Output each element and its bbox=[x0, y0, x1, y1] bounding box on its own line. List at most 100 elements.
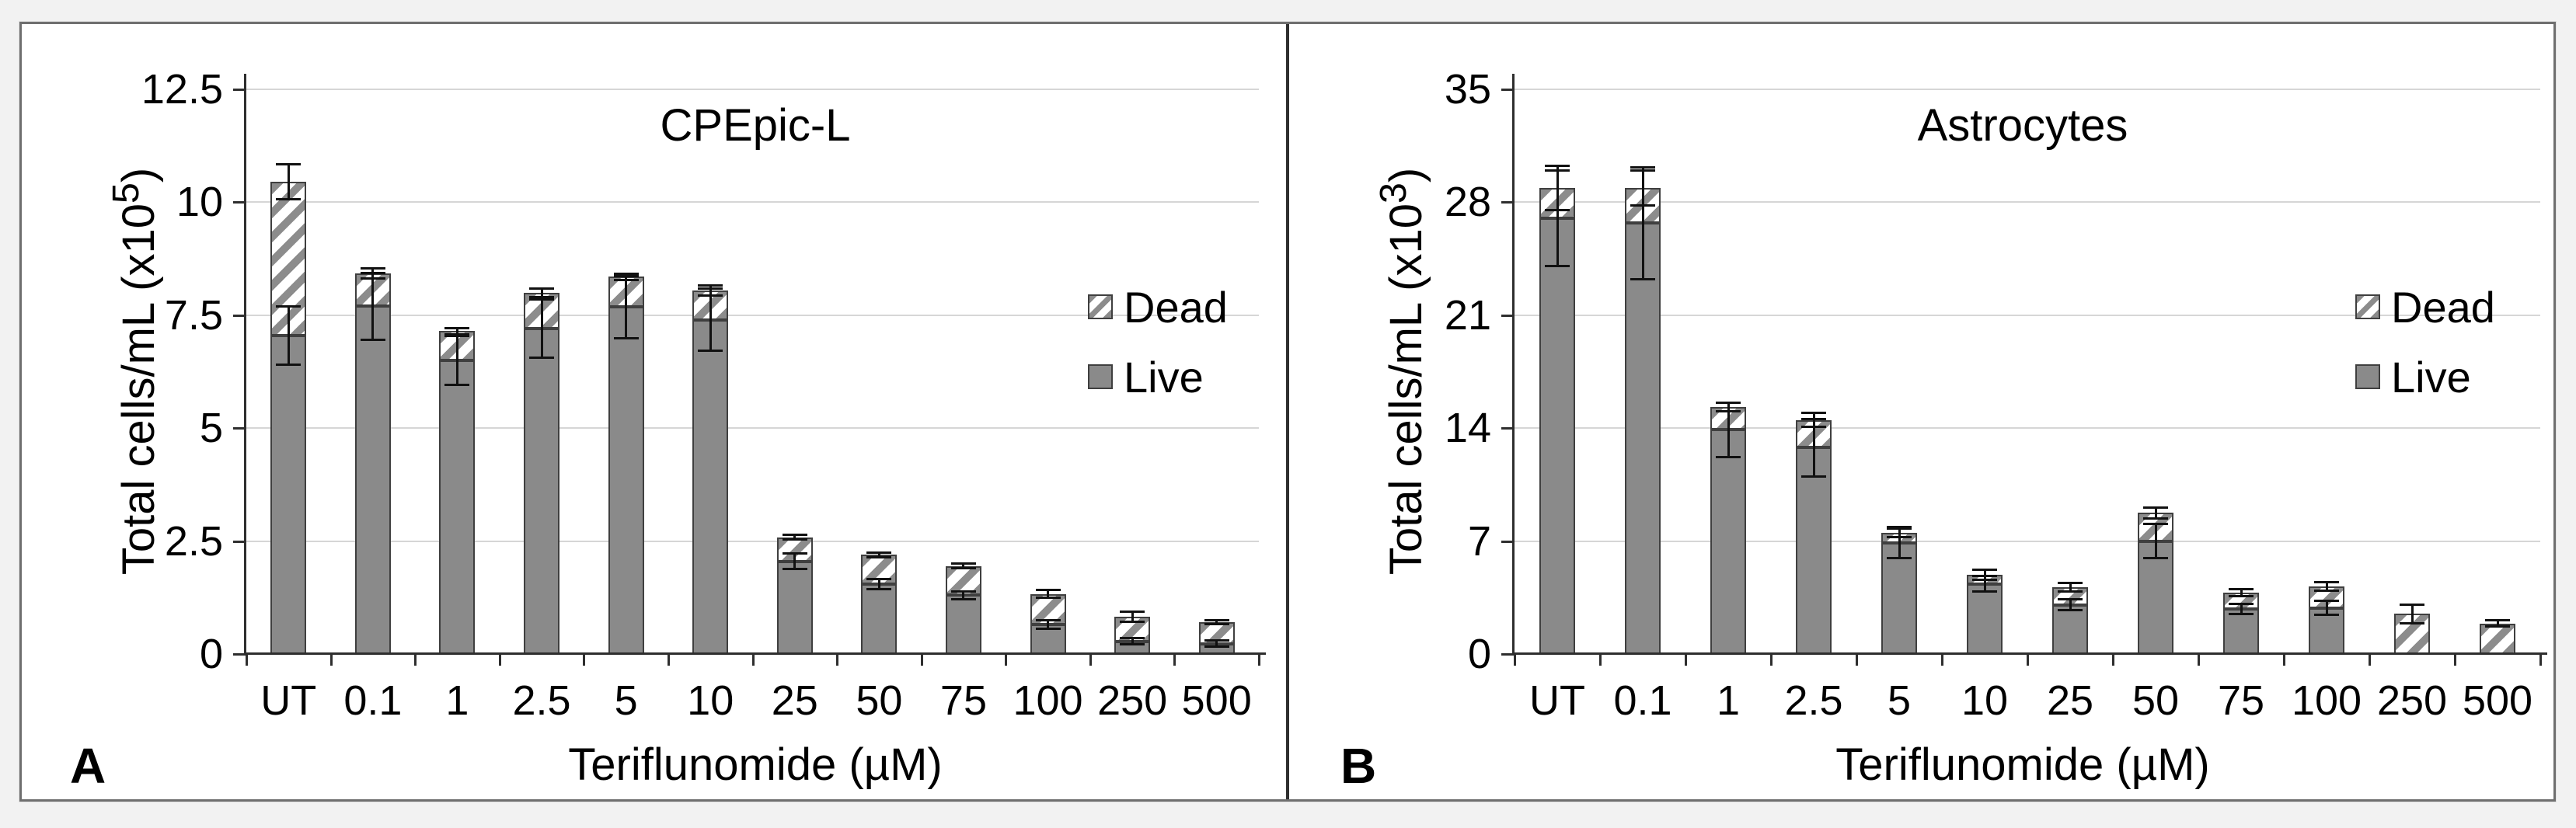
legend-label-dead: Dead bbox=[2391, 282, 2495, 332]
x-axis-title: Teriflunomide (µM) bbox=[1835, 739, 2210, 790]
chart-title: Astrocytes bbox=[1917, 100, 2128, 151]
bar-live-segment bbox=[439, 360, 476, 654]
bar-live-segment bbox=[1539, 218, 1575, 654]
legend-label-live: Live bbox=[2391, 352, 2471, 402]
error-bar-line bbox=[1047, 589, 1050, 599]
error-bar-line bbox=[2410, 604, 2414, 624]
x-axis-tick bbox=[2539, 655, 2542, 666]
error-bar-line bbox=[1556, 169, 1559, 267]
x-category-label: 100 bbox=[2291, 677, 2362, 724]
x-axis-tick bbox=[2112, 655, 2114, 666]
y-tick-label: 7 bbox=[1467, 517, 1491, 565]
plot-area: 0 2.5 5 7.5 10 12.5 UT 0.1 1 2.5 5 10 25 50 75 100 250 50… bbox=[141, 66, 1266, 724]
error-bar-cap bbox=[698, 284, 723, 287]
x-category-label: 500 bbox=[1181, 677, 1252, 724]
error-bar-cap bbox=[2485, 624, 2510, 628]
y-tick-label: 0 bbox=[1467, 631, 1491, 677]
error-bar-cap bbox=[444, 334, 470, 337]
error-bar-cap bbox=[360, 266, 385, 270]
error-bar-line bbox=[2069, 599, 2072, 611]
error-bar-cap bbox=[1035, 619, 1061, 622]
x-category-label: 1 bbox=[1716, 677, 1741, 724]
error-bar-cap bbox=[1545, 265, 1570, 268]
error-bar-line bbox=[1131, 611, 1134, 622]
bar-live-segment bbox=[1881, 542, 1917, 654]
error-bar-cap bbox=[950, 598, 976, 601]
error-bar-line bbox=[2154, 523, 2157, 559]
error-bar-cap bbox=[1887, 536, 1912, 539]
error-bar-cap bbox=[1972, 579, 1997, 582]
x-category-label: 25 bbox=[771, 677, 818, 724]
x-axis-line bbox=[244, 652, 1266, 655]
error-bar-cap bbox=[1035, 588, 1061, 591]
error-bar-cap bbox=[1716, 455, 1741, 458]
x-axis-tick bbox=[329, 655, 333, 666]
x-category-label: 50 bbox=[2132, 677, 2180, 724]
error-bar-line bbox=[1131, 638, 1134, 645]
error-bar-line bbox=[1215, 639, 1218, 648]
x-axis-tick bbox=[1514, 655, 1516, 666]
y-tick-label: 7.5 bbox=[164, 291, 223, 339]
error-bar-cap bbox=[2143, 557, 2168, 560]
error-bar-line bbox=[455, 327, 458, 335]
x-axis-tick bbox=[498, 655, 501, 666]
error-bar-cap bbox=[1972, 590, 1997, 593]
y-axis-tick bbox=[1501, 314, 1515, 317]
y-tick-label: 21 bbox=[1444, 291, 1491, 339]
x-category-label: 5 bbox=[614, 677, 638, 724]
panel-label: B bbox=[1340, 738, 1377, 794]
error-bar-cap bbox=[1801, 475, 1826, 478]
y-tick-label: 14 bbox=[1444, 405, 1491, 452]
x-axis-tick bbox=[583, 655, 586, 666]
panel-cpepic-l: CPEpic-L Total cells/mL (x105) 0 2.5 5 7.5 1… bbox=[22, 24, 1286, 799]
y-axis-title: Total cells/mL (x103) bbox=[1372, 168, 1432, 575]
gridline bbox=[246, 314, 1259, 316]
y-axis-tick bbox=[1501, 89, 1515, 91]
x-category-label: 25 bbox=[2046, 677, 2094, 724]
error-bar-line bbox=[1983, 576, 1986, 593]
y-axis-tick bbox=[233, 89, 246, 91]
gridline bbox=[246, 89, 1259, 90]
gridline bbox=[1515, 540, 2540, 542]
error-bar-line bbox=[2240, 588, 2243, 597]
error-bar-line bbox=[540, 287, 543, 297]
x-axis-title: Teriflunomide (µM) bbox=[568, 739, 943, 790]
y-tick-label: 5 bbox=[199, 405, 223, 452]
error-bar-cap bbox=[698, 350, 723, 353]
error-bar-cap bbox=[2229, 613, 2254, 616]
error-bar-cap bbox=[2143, 506, 2168, 509]
x-axis-tick bbox=[2369, 655, 2371, 666]
bar-dead-segment bbox=[2480, 623, 2515, 654]
gridline bbox=[1515, 89, 2540, 90]
error-bar-cap bbox=[1801, 412, 1826, 415]
gridline bbox=[246, 540, 1259, 542]
panel-astrocytes: Astrocytes Total cells/mL (x103) 0 7 14 21 2… bbox=[1289, 24, 2553, 799]
error-bar-cap bbox=[613, 272, 639, 275]
error-bar-cap bbox=[1204, 645, 1229, 649]
panel-label: A bbox=[70, 738, 106, 794]
error-bar-cap bbox=[2058, 598, 2083, 601]
error-bar-line bbox=[1641, 169, 1644, 206]
error-bar-line bbox=[793, 534, 797, 541]
error-bar-cap bbox=[782, 552, 807, 555]
error-bar-line bbox=[1215, 619, 1218, 624]
x-category-label: 50 bbox=[856, 677, 903, 724]
x-category-label: 5 bbox=[1887, 677, 1912, 724]
error-bar-cap bbox=[1716, 410, 1741, 413]
error-bar-cap bbox=[2143, 522, 2168, 525]
error-bar-cap bbox=[950, 567, 976, 570]
error-bar-line bbox=[877, 551, 880, 558]
figure-frame: CPEpic-L Total cells/mL (x105) 0 2.5 5 7.5 1… bbox=[19, 22, 2556, 802]
error-bar-cap bbox=[2400, 603, 2424, 606]
error-bar-line bbox=[2325, 600, 2328, 616]
x-axis-tick bbox=[1173, 655, 1176, 666]
x-axis-tick bbox=[414, 655, 417, 666]
y-axis-tick bbox=[233, 427, 246, 430]
error-bar-line bbox=[287, 163, 290, 200]
error-bar-cap bbox=[1630, 204, 1655, 207]
error-bar-line bbox=[625, 273, 628, 280]
error-bar-line bbox=[1983, 569, 1986, 581]
error-bar-cap bbox=[529, 357, 555, 360]
error-bar-cap bbox=[2058, 581, 2083, 584]
x-axis-tick bbox=[667, 655, 670, 666]
